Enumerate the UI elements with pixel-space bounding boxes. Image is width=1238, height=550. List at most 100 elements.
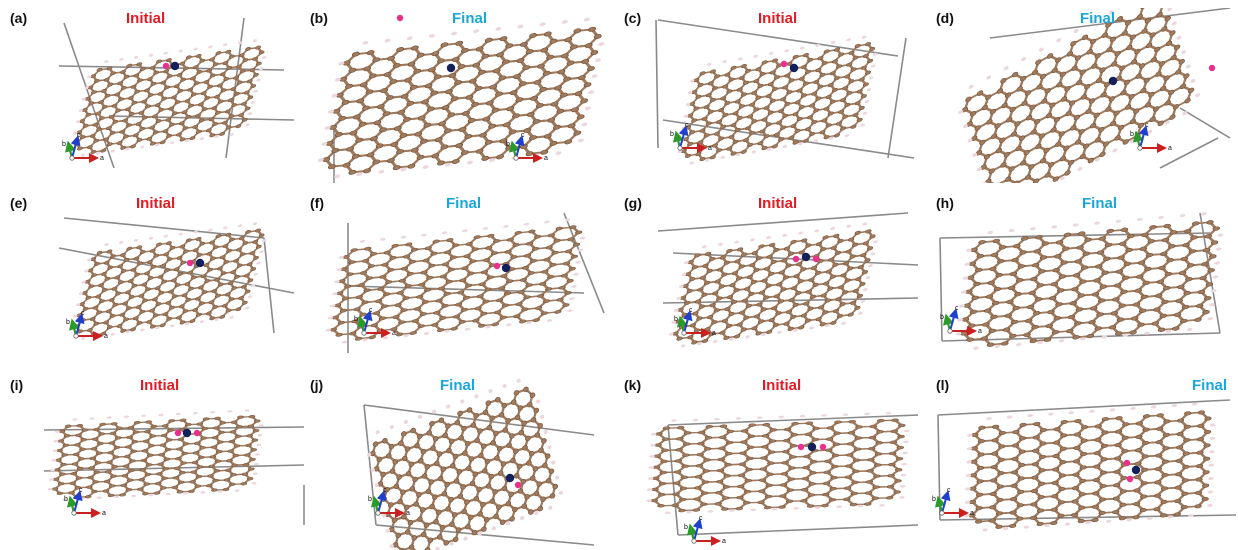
axis-c-label: c (699, 515, 703, 522)
adsorbate-atom (162, 62, 170, 70)
axis-c-label: c (77, 132, 81, 139)
axis-c-arrow (948, 308, 959, 332)
panel-title-final: Final (1192, 377, 1228, 394)
axis-indicator: a b c (60, 130, 104, 166)
axis-indicator: a b c (938, 303, 982, 339)
panel-h: (h) Final a b c (930, 193, 1236, 368)
axis-c-label: c (1145, 122, 1149, 129)
unit-cell-line (657, 212, 909, 232)
unit-cell-line (939, 232, 1211, 239)
axis-b-label: b (674, 316, 678, 323)
panel-label: (c) (624, 10, 642, 26)
graphene-structure (646, 411, 919, 536)
panel-i: (i) Initial a b c (4, 375, 310, 550)
panel-d: (d) Final a b c (930, 8, 1236, 183)
axis-c-label: c (955, 305, 959, 312)
panel-title-final: Final (446, 195, 482, 212)
panel-label: (e) (10, 195, 28, 211)
axis-b-label: b (1130, 131, 1134, 138)
axis-a-label: a (722, 538, 726, 545)
adsorbate-atom (819, 443, 827, 451)
dopant-atom (1131, 465, 1141, 475)
panel-title-initial: Initial (762, 377, 802, 394)
adsorbate-atom (174, 429, 182, 437)
axis-c-arrow (72, 490, 83, 514)
axis-a-label: a (104, 333, 108, 340)
graphene-structure (58, 217, 295, 340)
unit-cell-line (939, 514, 1236, 521)
panel-title-final: Final (1082, 195, 1118, 212)
adsorbate-atom (812, 255, 820, 263)
axis-b-label: b (684, 524, 688, 531)
unit-cell-line (1179, 107, 1231, 139)
axis-c-label: c (81, 310, 85, 317)
panel-title-final: Final (452, 10, 488, 27)
graphene-structure (958, 8, 1231, 183)
axis-b-label: b (368, 496, 372, 503)
graphene-structure (325, 212, 605, 353)
panel-l: (l) Final a b c (930, 375, 1236, 550)
unit-cell-line (655, 19, 659, 149)
dopant-atom (789, 63, 799, 73)
panel-label: (b) (310, 10, 328, 26)
panel-label: (d) (936, 10, 954, 26)
axis-c-arrow (74, 313, 85, 337)
panel-title-initial: Initial (126, 10, 166, 27)
axis-indicator: a b c (668, 120, 712, 156)
axis-c-label: c (689, 307, 693, 314)
graphene-structure (937, 399, 1236, 532)
panel-j: (j) Final a b c (304, 375, 610, 550)
axis-c-label: c (521, 132, 525, 139)
axis-c-arrow (362, 310, 373, 334)
unit-cell-line (1199, 212, 1221, 334)
unit-cell-line (63, 217, 265, 239)
panel-label: (j) (310, 377, 324, 393)
axis-a-label: a (1168, 145, 1172, 152)
adsorbate-atom (1123, 459, 1131, 467)
panel-label: (k) (624, 377, 642, 393)
axis-c-label: c (369, 307, 373, 314)
axis-a-label: a (102, 510, 106, 517)
unit-cell-line (108, 115, 295, 121)
unit-cell-line (263, 237, 275, 334)
panel-title-initial: Initial (136, 195, 176, 212)
axis-c-label: c (79, 487, 83, 494)
axis-c-arrow (940, 490, 951, 514)
panel-title-final: Final (1080, 10, 1116, 27)
unit-cell-line (563, 212, 605, 314)
axis-a-label: a (970, 510, 974, 517)
axis-a-label: a (544, 155, 548, 162)
panel-a: (a) Initial a b c (4, 8, 310, 183)
axis-a-label: a (978, 328, 982, 335)
unit-cell-line (939, 237, 943, 342)
adsorbate-atom (396, 14, 404, 22)
axis-b-label: b (940, 314, 944, 321)
axis-a-label: a (712, 330, 716, 337)
unit-cell-line (657, 19, 899, 57)
panel-title-initial: Initial (758, 195, 798, 212)
axis-b-label: b (64, 496, 68, 503)
panel-label: (i) (10, 377, 24, 393)
axis-indicator: a b c (62, 485, 106, 521)
panel-title-initial: Initial (140, 377, 180, 394)
graphene-structure (655, 19, 915, 165)
axis-c-arrow (376, 490, 387, 514)
axis-c-arrow (682, 310, 693, 334)
adsorbate-atom (193, 429, 201, 437)
axis-b-label: b (932, 496, 936, 503)
axis-indicator: a b c (366, 485, 410, 521)
dopant-atom (505, 473, 515, 483)
axis-indicator: a b c (930, 485, 974, 521)
axis-a-label: a (100, 155, 104, 162)
panel-e: (e) Initial a b c (4, 193, 310, 368)
dopant-atom (182, 428, 192, 438)
panel-label: (l) (936, 377, 950, 393)
adsorbate-atom (1208, 64, 1216, 72)
adsorbate-atom (1126, 475, 1134, 483)
axis-c-arrow (70, 135, 81, 159)
dopant-atom (170, 61, 180, 71)
unit-cell-line (667, 414, 919, 426)
axis-indicator: a b c (682, 513, 726, 549)
dopant-atom (801, 252, 811, 262)
unit-cell-line (937, 399, 1231, 416)
